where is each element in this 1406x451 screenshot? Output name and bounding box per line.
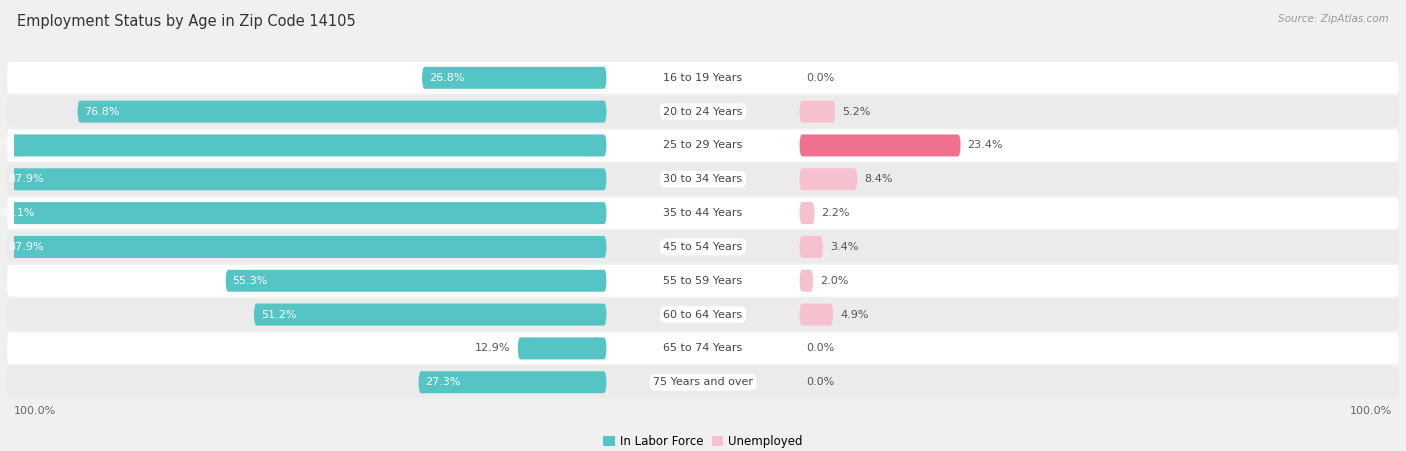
Text: 8.4%: 8.4%	[865, 174, 893, 184]
Text: Employment Status by Age in Zip Code 14105: Employment Status by Age in Zip Code 141…	[17, 14, 356, 28]
FancyBboxPatch shape	[7, 332, 1399, 364]
FancyBboxPatch shape	[517, 337, 606, 359]
Text: 0.0%: 0.0%	[807, 343, 835, 354]
Text: 60 to 64 Years: 60 to 64 Years	[664, 309, 742, 320]
Text: 2.2%: 2.2%	[821, 208, 851, 218]
Text: 30 to 34 Years: 30 to 34 Years	[664, 174, 742, 184]
Text: 27.3%: 27.3%	[426, 377, 461, 387]
FancyBboxPatch shape	[800, 270, 813, 292]
FancyBboxPatch shape	[800, 168, 858, 190]
Text: 16 to 19 Years: 16 to 19 Years	[664, 73, 742, 83]
Text: 3.4%: 3.4%	[830, 242, 858, 252]
Text: 4.9%: 4.9%	[841, 309, 869, 320]
Text: 51.2%: 51.2%	[260, 309, 297, 320]
Text: 45 to 54 Years: 45 to 54 Years	[664, 242, 742, 252]
Text: 0.0%: 0.0%	[807, 73, 835, 83]
Text: Source: ZipAtlas.com: Source: ZipAtlas.com	[1278, 14, 1389, 23]
FancyBboxPatch shape	[7, 366, 1399, 398]
FancyBboxPatch shape	[7, 163, 1399, 195]
FancyBboxPatch shape	[225, 270, 606, 292]
FancyBboxPatch shape	[0, 202, 606, 224]
FancyBboxPatch shape	[800, 304, 834, 326]
Text: 2.0%: 2.0%	[820, 276, 848, 286]
Text: 55.3%: 55.3%	[232, 276, 267, 286]
FancyBboxPatch shape	[77, 101, 606, 123]
FancyBboxPatch shape	[7, 265, 1399, 297]
FancyBboxPatch shape	[254, 304, 606, 326]
FancyBboxPatch shape	[1, 236, 606, 258]
FancyBboxPatch shape	[0, 134, 606, 156]
Text: 87.9%: 87.9%	[8, 174, 44, 184]
FancyBboxPatch shape	[7, 129, 1399, 161]
FancyBboxPatch shape	[800, 101, 835, 123]
FancyBboxPatch shape	[7, 231, 1399, 263]
Text: 89.1%: 89.1%	[0, 208, 35, 218]
Text: 12.9%: 12.9%	[475, 343, 510, 354]
FancyBboxPatch shape	[1, 168, 606, 190]
Text: 35 to 44 Years: 35 to 44 Years	[664, 208, 742, 218]
FancyBboxPatch shape	[422, 67, 606, 89]
Text: 23.4%: 23.4%	[967, 140, 1002, 151]
Text: 92.2%: 92.2%	[0, 140, 14, 151]
FancyBboxPatch shape	[800, 134, 960, 156]
Text: 26.8%: 26.8%	[429, 73, 464, 83]
Text: 55 to 59 Years: 55 to 59 Years	[664, 276, 742, 286]
FancyBboxPatch shape	[7, 197, 1399, 229]
Legend: In Labor Force, Unemployed: In Labor Force, Unemployed	[599, 430, 807, 451]
Text: 100.0%: 100.0%	[14, 406, 56, 416]
FancyBboxPatch shape	[419, 371, 606, 393]
FancyBboxPatch shape	[800, 202, 814, 224]
Text: 75 Years and over: 75 Years and over	[652, 377, 754, 387]
Text: 87.9%: 87.9%	[8, 242, 44, 252]
FancyBboxPatch shape	[7, 62, 1399, 94]
Text: 5.2%: 5.2%	[842, 106, 870, 117]
Text: 20 to 24 Years: 20 to 24 Years	[664, 106, 742, 117]
Text: 76.8%: 76.8%	[84, 106, 120, 117]
Text: 100.0%: 100.0%	[1350, 406, 1392, 416]
Text: 65 to 74 Years: 65 to 74 Years	[664, 343, 742, 354]
FancyBboxPatch shape	[7, 299, 1399, 331]
Text: 25 to 29 Years: 25 to 29 Years	[664, 140, 742, 151]
Text: 0.0%: 0.0%	[807, 377, 835, 387]
FancyBboxPatch shape	[7, 96, 1399, 128]
FancyBboxPatch shape	[800, 236, 823, 258]
